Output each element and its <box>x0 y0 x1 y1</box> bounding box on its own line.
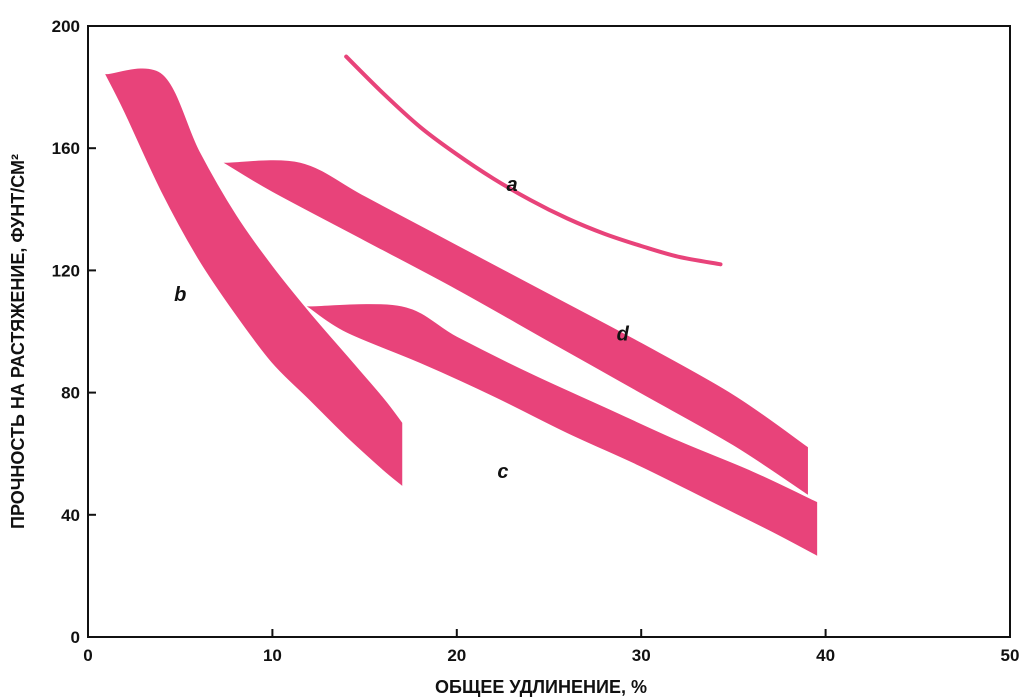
band-c <box>306 304 818 556</box>
labels-layer: a b c d <box>174 174 630 483</box>
y-tick-label-160: 160 <box>52 139 80 158</box>
series-label-d: d <box>617 324 630 346</box>
x-axis-title: ОБЩЕЕ УДЛИНЕНИЕ, % <box>435 677 647 697</box>
x-tick-label-10: 10 <box>263 646 282 665</box>
series-label-a: a <box>507 174 518 196</box>
plot-frame <box>87 25 1011 638</box>
y-tick-label-80: 80 <box>61 384 80 403</box>
ticks-layer: 0 10 20 30 40 50 0 40 80 120 160 200 <box>52 17 1020 665</box>
x-tick-label-50: 50 <box>1001 646 1020 665</box>
x-tick-label-40: 40 <box>816 646 835 665</box>
y-tick-label-120: 120 <box>52 261 80 280</box>
band-b <box>105 68 403 486</box>
y-tick-label-40: 40 <box>61 506 80 525</box>
y-tick-label-200: 200 <box>52 17 80 36</box>
bands-layer <box>105 68 818 556</box>
y-tick-label-0: 0 <box>71 628 80 647</box>
curve-a <box>344 54 723 267</box>
x-tick-label-0: 0 <box>83 646 92 665</box>
lines-layer <box>344 54 723 267</box>
series-label-b: b <box>174 284 186 306</box>
series-label-c: c <box>497 461 508 483</box>
band-d <box>223 160 808 495</box>
y-axis-title: ПРОЧНОСТЬ НА РАСТЯЖЕНИЕ, ФУНТ/СМ² <box>8 154 28 529</box>
x-tick-label-20: 20 <box>447 646 466 665</box>
x-tick-label-30: 30 <box>632 646 651 665</box>
